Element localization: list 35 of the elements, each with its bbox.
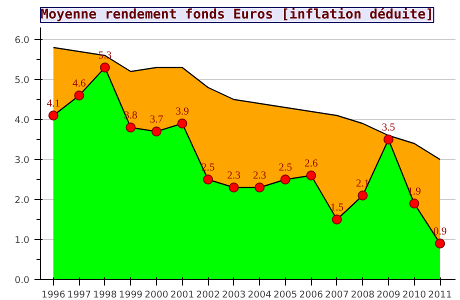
data-label: 0.9 <box>433 226 447 238</box>
data-label: 3.7 <box>150 114 164 126</box>
x-tick-label: 2006 <box>299 290 324 300</box>
x-tick-label: 1996 <box>42 290 66 300</box>
x-tick-label: 1998 <box>93 290 117 300</box>
x-tick-label: 2003 <box>222 290 246 300</box>
x-tick-label: 2011 <box>428 290 452 300</box>
data-label: 2.6 <box>304 158 318 170</box>
data-label: 2.5 <box>278 162 292 174</box>
data-label: 5.3 <box>98 50 112 62</box>
data-label: 3.5 <box>382 122 396 134</box>
x-tick-label: 2000 <box>144 290 168 300</box>
x-tick-label: 2005 <box>274 290 298 300</box>
text: 1.0 <box>14 235 30 246</box>
text: 0.0 <box>14 275 30 286</box>
text: 5.0 <box>14 75 30 86</box>
data-label: 2.3 <box>252 170 266 182</box>
text: 2.0 <box>14 195 30 206</box>
text: 4.0 <box>14 115 30 126</box>
chart-title: Moyenne rendement fonds Euros [inflation déduite] <box>40 8 434 22</box>
x-tick-label: 2008 <box>350 290 375 300</box>
x-tick-label: 2004 <box>248 290 272 300</box>
data-label: 1.5 <box>330 202 344 214</box>
x-tick-label: 2010 <box>402 290 426 300</box>
x-tick-label: 1997 <box>67 290 92 300</box>
text: 6.0 <box>14 35 30 46</box>
x-tick-label: 2009 <box>376 290 400 300</box>
x-tick-label: 2002 <box>196 290 220 300</box>
x-tick-label: 1999 <box>118 290 143 300</box>
x-tick-label: 2001 <box>170 290 194 300</box>
data-label: 3.9 <box>176 106 189 118</box>
data-label: 4.6 <box>72 78 86 90</box>
x-tick-label: 2007 <box>325 290 349 300</box>
text: 3.0 <box>14 155 30 166</box>
data-label: 2.3 <box>227 170 240 182</box>
